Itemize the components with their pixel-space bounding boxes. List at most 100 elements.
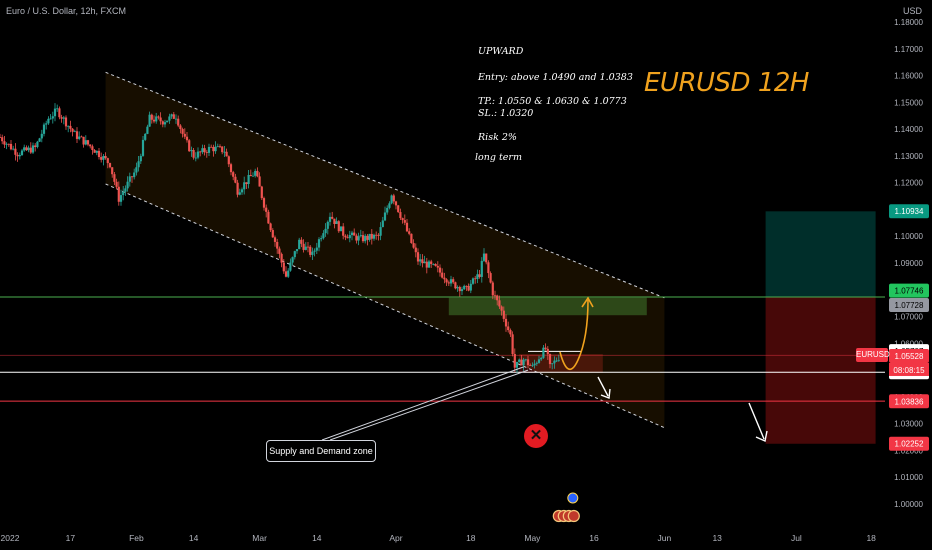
candle xyxy=(111,167,114,178)
price-label: 1.03836 xyxy=(889,394,929,409)
candle xyxy=(326,220,329,235)
orange-arrow-head xyxy=(581,296,594,308)
candle xyxy=(168,113,171,124)
candle xyxy=(364,233,367,244)
close-icon[interactable]: ✕ xyxy=(524,424,548,448)
candle xyxy=(441,268,444,279)
candle-body xyxy=(260,186,263,199)
price-label-text: 1.02252 xyxy=(895,440,924,449)
candle xyxy=(377,233,380,241)
price-label: 1.07728 xyxy=(889,298,929,313)
candle-body xyxy=(502,310,505,319)
candle-body xyxy=(504,318,508,327)
candle-body xyxy=(383,212,387,221)
candle xyxy=(91,144,94,155)
price-label-bg xyxy=(889,436,929,451)
candle-body xyxy=(166,120,169,123)
candle-body xyxy=(216,146,219,148)
candle xyxy=(100,152,103,163)
candle-body xyxy=(254,170,257,176)
candle-body xyxy=(355,235,358,241)
candle xyxy=(315,242,318,255)
candle xyxy=(515,361,519,373)
candle xyxy=(23,144,26,152)
white-arrow-1-head xyxy=(600,388,611,399)
candle-body xyxy=(258,176,261,187)
candle xyxy=(414,243,417,258)
candle xyxy=(119,189,123,206)
candle xyxy=(368,233,371,242)
candle xyxy=(524,358,527,362)
x-tick-label: 14 xyxy=(189,533,199,543)
candle xyxy=(97,148,101,160)
candle-body xyxy=(339,226,343,232)
candle-body xyxy=(460,289,464,292)
candle-body xyxy=(458,287,461,292)
candle-body xyxy=(58,108,61,118)
candle xyxy=(139,153,142,164)
price-label-bg xyxy=(889,394,929,409)
candle xyxy=(245,182,248,189)
candle xyxy=(124,185,127,196)
candle xyxy=(254,168,257,178)
candle xyxy=(126,176,129,192)
candle xyxy=(203,144,206,156)
candle xyxy=(262,196,266,211)
price-axis-bg xyxy=(886,0,932,550)
candle-body xyxy=(359,235,362,237)
candle xyxy=(243,176,246,195)
candle-body xyxy=(379,227,382,236)
candle-body xyxy=(102,155,105,160)
candle xyxy=(421,254,424,268)
candle-body xyxy=(60,117,63,119)
candle xyxy=(509,328,512,337)
candle-body xyxy=(267,211,270,224)
price-label: 1.02252 xyxy=(889,436,929,451)
candle-body xyxy=(232,172,235,177)
candle xyxy=(342,223,345,240)
candle xyxy=(84,135,87,146)
supply-demand-callout[interactable]: Supply and Demand zone xyxy=(266,440,376,462)
candle xyxy=(287,268,290,279)
candle-body xyxy=(434,263,437,266)
candle-body xyxy=(372,234,376,239)
candle xyxy=(383,206,387,222)
price-label-text: 1.07728 xyxy=(895,301,924,310)
candle-body xyxy=(324,228,327,234)
candle-body xyxy=(397,205,400,213)
candle-body xyxy=(306,246,310,248)
candle xyxy=(25,145,28,152)
candle xyxy=(93,149,96,153)
candle xyxy=(16,152,19,162)
candle xyxy=(447,280,450,286)
x-tick-label: 13 xyxy=(712,533,722,543)
candle-body xyxy=(465,285,468,287)
candle-body xyxy=(243,182,246,190)
horizontal-levels xyxy=(0,296,885,402)
candle-body xyxy=(23,147,26,151)
candle-body xyxy=(537,359,541,363)
candle xyxy=(311,247,314,261)
candle-body xyxy=(443,277,446,280)
price-label-text: 1.03836 xyxy=(895,397,924,406)
x-tick-label: Mar xyxy=(252,533,267,543)
candle xyxy=(317,237,321,252)
candle xyxy=(313,248,316,257)
candle-body xyxy=(95,150,98,153)
candle-body xyxy=(240,189,244,193)
candle xyxy=(177,115,180,128)
candle-body xyxy=(71,128,74,132)
candle xyxy=(403,214,406,226)
candle xyxy=(62,115,65,125)
y-tick-label: 1.16000 xyxy=(894,72,923,81)
y-tick-label: 1.13000 xyxy=(894,152,923,161)
channel-upper-line xyxy=(105,71,665,299)
candle xyxy=(278,246,281,259)
candle xyxy=(485,253,488,265)
x-tick-label: Apr xyxy=(389,533,402,543)
candle xyxy=(500,305,503,316)
candle xyxy=(425,257,428,274)
channel-fill xyxy=(105,72,665,428)
candle xyxy=(454,281,457,290)
